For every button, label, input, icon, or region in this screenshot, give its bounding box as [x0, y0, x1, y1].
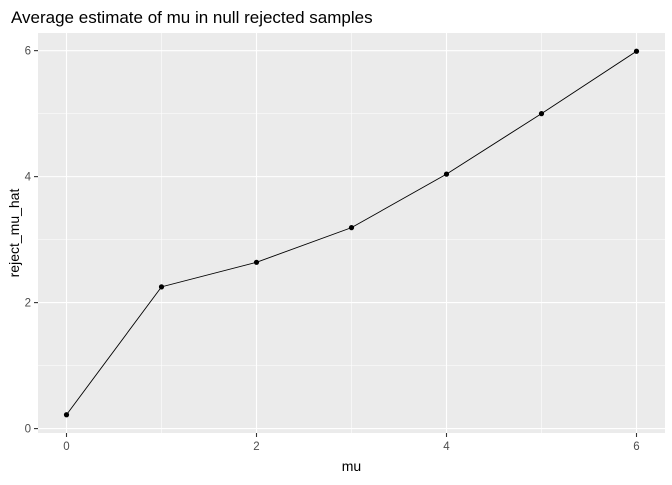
y-tick-label: 6	[25, 46, 31, 58]
x-axis-title: mu	[342, 458, 361, 474]
x-tick-label: 2	[253, 441, 259, 453]
y-tick-label: 2	[25, 298, 31, 310]
data-point	[538, 111, 545, 117]
axis-ticks: 0 2 4 6 0 2 4 6	[25, 46, 640, 453]
chart-title: Average estimate of mu in null rejected …	[11, 8, 373, 27]
data-point	[253, 259, 260, 265]
data-point	[158, 284, 165, 290]
data-point	[348, 225, 355, 231]
data-point	[633, 48, 640, 54]
data-point	[443, 171, 450, 177]
data-point	[63, 412, 70, 418]
minor-gridlines	[38, 33, 665, 433]
y-tick-label: 0	[25, 424, 31, 436]
x-tick-label: 6	[633, 441, 639, 453]
x-tick-label: 4	[443, 441, 450, 453]
y-tick-label: 4	[25, 172, 32, 184]
x-tick-label: 0	[63, 441, 69, 453]
major-gridlines	[38, 33, 665, 433]
data-series	[63, 48, 640, 418]
y-axis-title: reject_mu_hat	[6, 189, 22, 278]
